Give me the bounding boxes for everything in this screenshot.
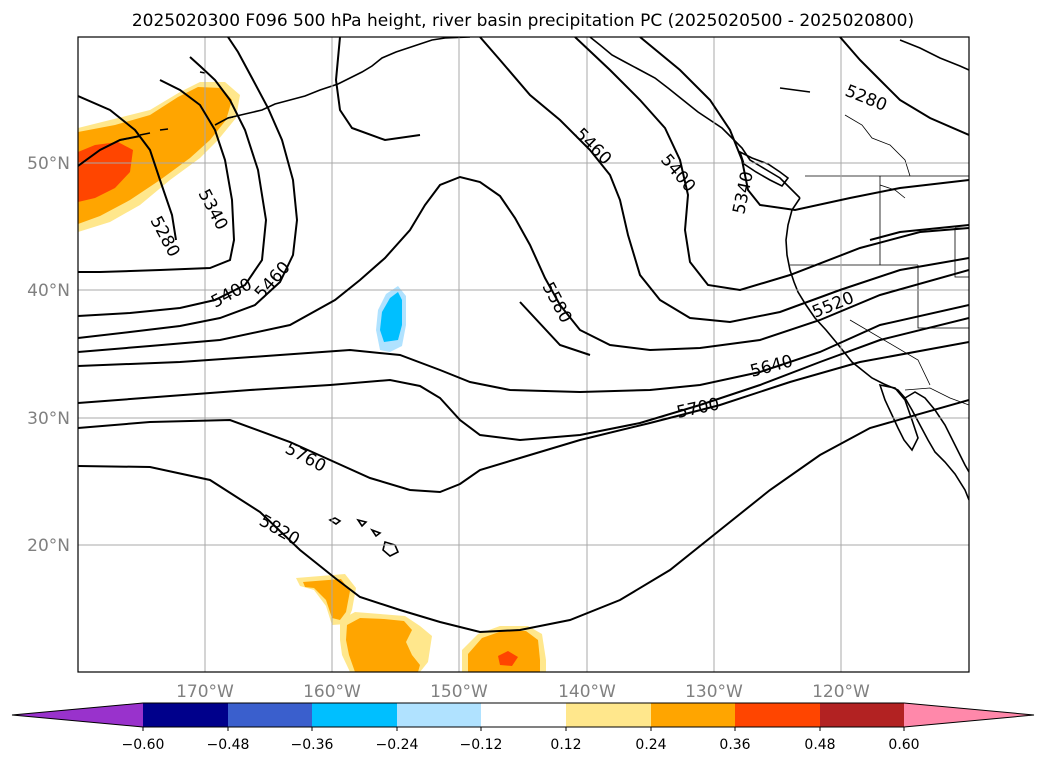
colorbar-bin <box>481 703 566 727</box>
map-frame <box>77 36 970 673</box>
contour-5280-east <box>839 37 969 136</box>
lat-label: 20°N <box>27 536 70 556</box>
lon-label: 120°W <box>812 682 870 702</box>
colorbar-tick-label: 0.12 <box>550 737 581 753</box>
lat-labels: 50°N 40°N 30°N 20°N <box>27 154 70 556</box>
colorbar-bin <box>397 703 481 727</box>
lat-label: 30°N <box>27 409 70 429</box>
precip-pos-blob-c-red <box>498 651 518 666</box>
colorbar: −0.60 −0.48 −0.36 −0.24 −0.12 0.12 0.24 0.36 0.4… <box>11 702 1035 753</box>
alaska-panhandle-coast <box>589 37 801 199</box>
northern-coast-east <box>779 39 969 93</box>
contour-5400-west <box>78 56 268 317</box>
colorbar-tick-label: −0.24 <box>376 737 419 753</box>
alaska-coast <box>214 37 471 126</box>
lon-label: 160°W <box>303 682 361 702</box>
colorbar-tick-label: 0.60 <box>888 737 919 753</box>
colorbar-tick-label: 0.36 <box>719 737 750 753</box>
contour-5460-east <box>574 37 969 292</box>
lon-label: 140°W <box>558 682 616 702</box>
colorbar-bin <box>228 703 312 727</box>
us-west-coast <box>785 197 969 501</box>
contour-5340-west <box>78 79 236 273</box>
colorbar-tick-label: −0.60 <box>122 737 165 753</box>
vancouver-island <box>738 150 790 188</box>
contour-5460-west <box>78 37 299 339</box>
contour-5280-west <box>78 95 177 241</box>
state-borders <box>790 176 969 386</box>
colorbar-extend-low <box>12 703 143 727</box>
colorbar-tick-label: −0.12 <box>460 737 503 753</box>
hawaiian-islands <box>328 517 400 557</box>
precip-pos-blob-b-mid <box>346 618 420 672</box>
precip-neg-blob-mid <box>380 292 402 342</box>
colorbar-tick-label: −0.48 <box>207 737 250 753</box>
contour-5760 <box>78 341 969 494</box>
colorbar-tick-label: 0.48 <box>804 737 835 753</box>
precip-nw-orange <box>78 87 232 224</box>
height-contours <box>78 37 969 634</box>
colorbar-extend-high <box>904 703 1034 727</box>
lat-label: 50°N <box>27 154 70 174</box>
precip-shading <box>78 82 546 672</box>
colorbar-bin <box>651 703 735 727</box>
lon-labels: 170°W 160°W 150°W 140°W 130°W 120°W <box>176 682 870 702</box>
colorbar-bin <box>566 703 651 727</box>
lat-label: 40°N <box>27 281 70 301</box>
contour-ridge-upper <box>78 175 969 353</box>
us-mexico-border <box>904 387 969 406</box>
colorbar-tick-label: 0.24 <box>635 737 666 753</box>
contour-5820 <box>78 399 969 634</box>
contour-trough-mid <box>334 37 969 324</box>
colorbar-bin <box>312 703 397 727</box>
precip-pos-blob-c-mid <box>468 631 540 672</box>
contour-5700 <box>78 317 969 442</box>
lon-label: 170°W <box>176 682 234 702</box>
contour-5400-east <box>639 37 969 212</box>
colorbar-bin <box>820 703 904 727</box>
contour-5520 <box>78 304 969 394</box>
map-background <box>78 37 969 672</box>
lon-label: 150°W <box>430 682 488 702</box>
colorbar-tick-label: −0.36 <box>291 737 334 753</box>
contour-5580-east <box>519 224 969 356</box>
lon-label: 130°W <box>685 682 743 702</box>
precip-pos-blob-a-mid <box>303 579 350 620</box>
map-area: 5280 5340 5400 5460 5520 5580 5640 5700 … <box>78 37 969 672</box>
colorbar-bin <box>143 703 228 727</box>
baja-peninsula <box>878 383 919 452</box>
colorbar-bin <box>735 703 820 727</box>
map-title: 2025020300 F096 500 hPa height, river ba… <box>132 11 914 31</box>
